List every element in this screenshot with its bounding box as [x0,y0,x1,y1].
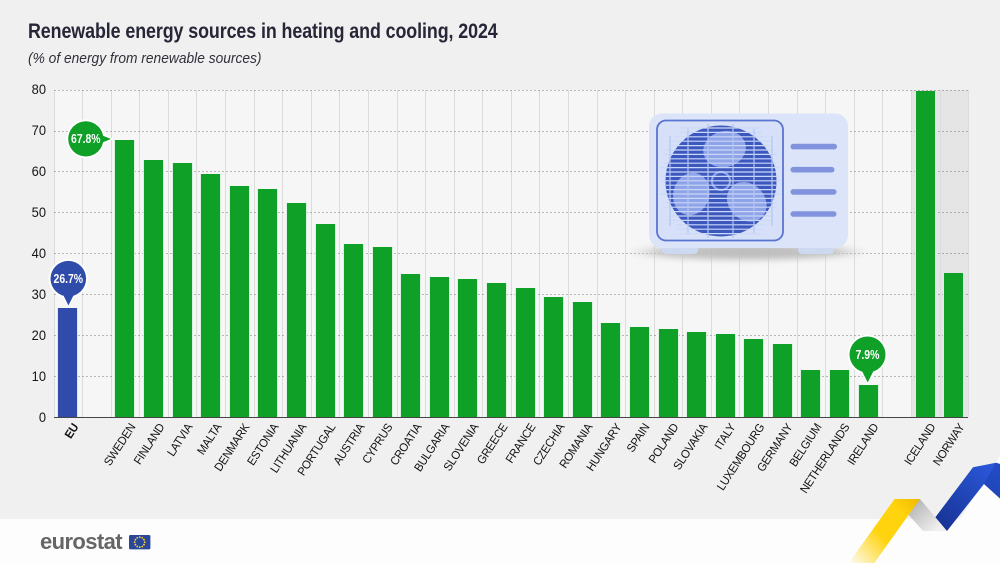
svg-text:eurostat: eurostat [40,529,123,554]
svg-text:7.9%: 7.9% [856,348,880,362]
svg-text:26.7%: 26.7% [54,272,84,286]
svg-text:67.8%: 67.8% [71,132,101,146]
